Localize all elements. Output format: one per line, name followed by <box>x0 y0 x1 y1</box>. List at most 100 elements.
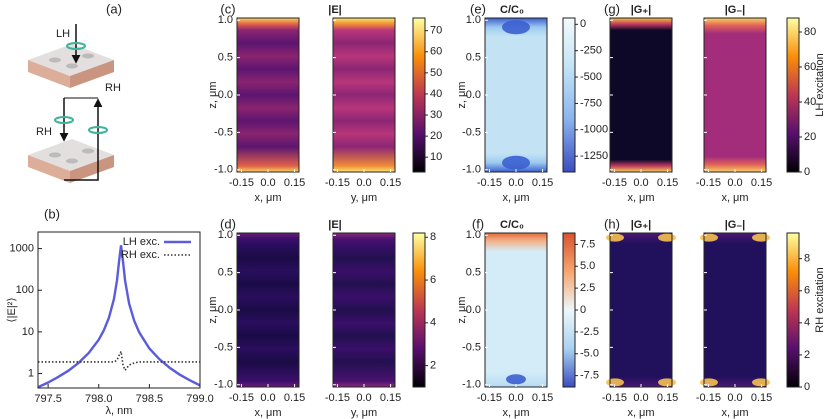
colorbar <box>562 17 576 173</box>
colorbar-tick-label: 4 <box>430 317 436 329</box>
y-tick-label: 0.5 <box>466 267 481 279</box>
y-axis-label: ⟨|E|²⟩ <box>6 297 18 322</box>
y-tick-label: -1.0 <box>462 379 481 391</box>
y-tick-label: 10 <box>22 326 34 338</box>
x-tick-label: 0.0 <box>727 392 742 404</box>
hotspot <box>658 233 677 242</box>
hole <box>82 53 94 59</box>
x-axis-label: x, μm <box>721 192 748 204</box>
panel-title: |G₊| <box>631 4 652 16</box>
x-axis-label: x, μm <box>502 192 529 204</box>
x-tick-label: -0.15 <box>229 177 254 189</box>
x-axis-label: x, μm <box>721 407 748 419</box>
colorbar-tick-label: 0 <box>580 304 586 316</box>
legend-label: RH exc. <box>121 249 160 261</box>
panel-label: (c) <box>220 1 235 16</box>
x-tick-label: 0.0 <box>508 177 523 189</box>
x-axis-label: x, μm <box>627 407 654 419</box>
panel-title: |G₋| <box>725 4 746 16</box>
colorbar-tick-label: 70 <box>430 25 442 37</box>
panel-title: |G₋| <box>725 219 746 231</box>
x-tick-label: 0.15 <box>532 392 553 404</box>
x-tick-label: -0.15 <box>696 177 721 189</box>
x-tick-label: 0.0 <box>356 177 371 189</box>
x-tick-label: 0.15 <box>751 392 772 404</box>
colorbar <box>786 17 800 173</box>
colorbar-tick-label: 5.0 <box>580 260 595 272</box>
colorbar-tick-label: 20 <box>430 130 442 142</box>
hole <box>49 57 61 63</box>
x-tick-label: -0.15 <box>325 177 350 189</box>
series-line <box>38 348 200 372</box>
x-tick-label: 0.0 <box>260 392 275 404</box>
heatmap <box>237 18 299 172</box>
colorbar <box>412 17 426 173</box>
rotation <box>88 126 108 134</box>
y-tick-label: 0.5 <box>466 52 481 64</box>
diagram: (a) LH RH RH <box>28 1 122 183</box>
y-axis-label: z, μm <box>207 296 219 323</box>
heatmap <box>610 233 672 387</box>
slab-top <box>28 44 114 76</box>
hotspot <box>699 233 718 242</box>
rotation <box>54 116 74 124</box>
colorbar-tick-label: 0 <box>804 381 810 393</box>
hotspot <box>605 233 624 242</box>
x-tick-label: -0.15 <box>602 392 627 404</box>
slab-side <box>28 155 70 183</box>
hotspot <box>752 233 771 242</box>
y-axis-label: z, μm <box>456 296 468 323</box>
x-tick-label: 0.15 <box>657 392 678 404</box>
colorbar-tick-label: 10 <box>430 151 442 163</box>
colorbar-tick-label: -500 <box>580 71 602 83</box>
heatmap <box>485 233 547 387</box>
y-tick-label: -1.0 <box>462 164 481 176</box>
colorbar <box>412 232 426 388</box>
x-tick-label: 0.0 <box>633 392 648 404</box>
panel-title: C/C₀ <box>500 219 524 231</box>
diagram-label: LH <box>56 28 70 40</box>
colorbar-tick-label: -2.5 <box>580 326 599 338</box>
colorbar-tick-label: -1000 <box>580 124 608 136</box>
panel-label: (f) <box>472 216 484 231</box>
x-tick-label: -0.15 <box>229 392 254 404</box>
legend-label: LH exc. <box>123 236 160 248</box>
colorbar-tick-label: 20 <box>804 131 816 143</box>
heatmap <box>333 18 395 172</box>
diagram-label: RH <box>105 82 121 94</box>
panel-label: (g) <box>604 1 620 16</box>
x-tick-label: 0.0 <box>508 392 523 404</box>
hotspot <box>752 378 771 387</box>
colorbar-tick-label: -250 <box>580 45 602 57</box>
y-tick-label: 0.0 <box>466 304 481 316</box>
hotspot <box>605 378 624 387</box>
panel-label: (b) <box>44 206 60 221</box>
heatmap <box>333 233 395 387</box>
slab-top <box>28 139 114 171</box>
y-tick-label: 1.0 <box>466 229 481 241</box>
colorbar <box>562 232 576 388</box>
series-line <box>38 245 200 388</box>
panel-label: (d) <box>220 216 236 231</box>
slab-side <box>70 60 114 88</box>
x-tick-label: 0.15 <box>657 177 678 189</box>
panel-title: C/C₀ <box>500 4 524 16</box>
rotation <box>66 42 86 50</box>
x-tick-label: 799.0 <box>186 393 214 405</box>
colorbar-tick-label: -1250 <box>580 150 608 162</box>
x-tick-label: -0.15 <box>477 177 502 189</box>
colorbar-tick-label: 30 <box>430 109 442 121</box>
colorbar-tick-label: 40 <box>804 96 816 108</box>
y-tick-label: 1 <box>28 367 34 379</box>
x-tick-label: 0.15 <box>751 177 772 189</box>
x-axis-label: y, μm <box>351 192 377 204</box>
hotspot <box>502 20 530 35</box>
colorbar-tick-label: 50 <box>430 67 442 79</box>
slab-side <box>28 60 70 88</box>
hole <box>82 148 94 154</box>
panel-title: |E| <box>328 219 342 231</box>
hotspot <box>699 378 718 387</box>
colorbar-tick-label: 0 <box>804 166 810 178</box>
panel-title: |G₊| <box>631 219 652 231</box>
